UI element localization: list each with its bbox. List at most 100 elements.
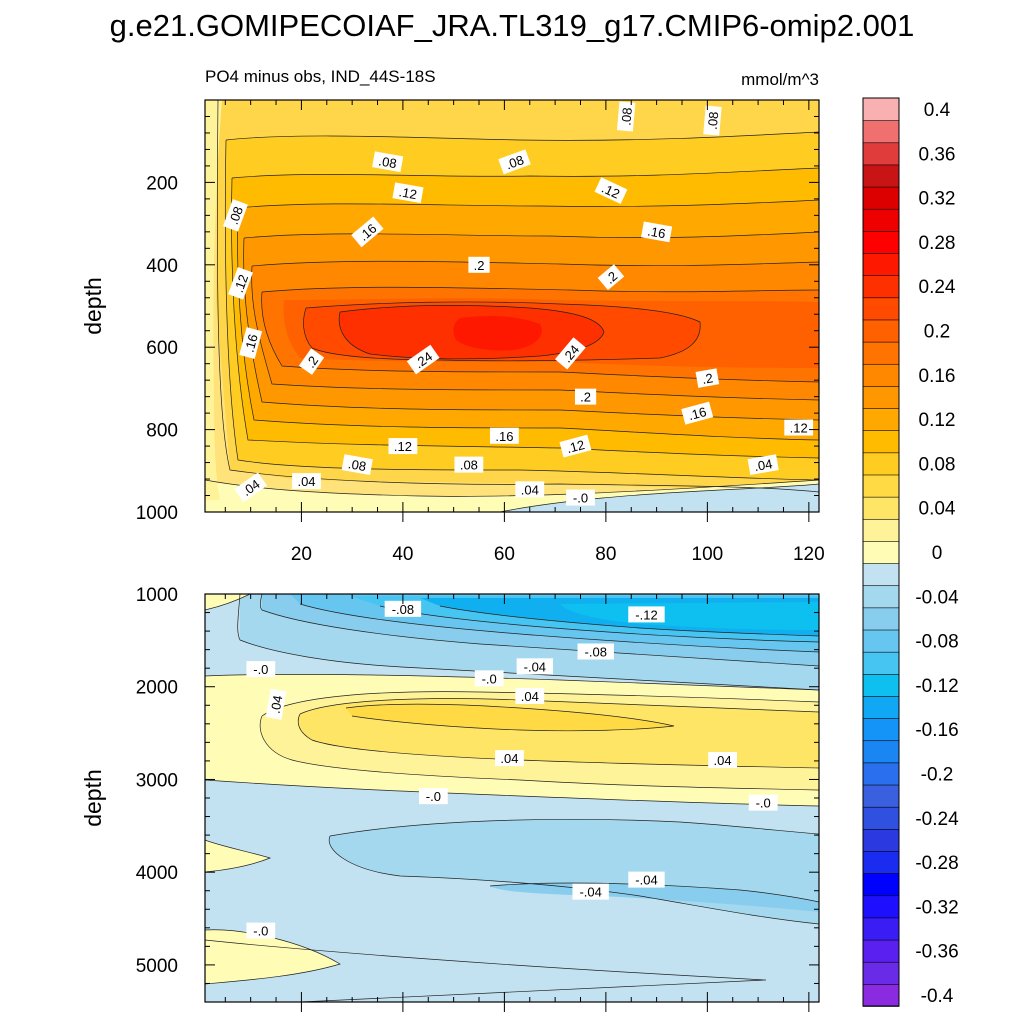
- contour-label-bg: [747, 454, 779, 475]
- units-label: mmol/m^3: [741, 70, 819, 89]
- colorbar-swatch: [862, 894, 900, 919]
- contour-label: .16: [681, 401, 714, 425]
- y-tick-label: 1000: [136, 503, 178, 524]
- colorbar-swatch: [862, 872, 900, 897]
- contour-label: .12: [784, 419, 814, 436]
- contour-label: -.04: [628, 871, 665, 888]
- upper-panel: PO4 minus obs, IND_44S-18S mmol/m^3: [80, 67, 825, 565]
- contour-label: -.0: [418, 788, 448, 805]
- colorbar-swatch: [862, 297, 900, 321]
- contour-label: .08: [616, 101, 636, 132]
- lower-axes: 1000 2000 3000 4000 5000: [136, 585, 819, 1012]
- contour-label-text: .2: [580, 390, 591, 405]
- colorbar-swatch: [862, 584, 900, 609]
- contour-label: .2: [695, 368, 720, 388]
- colorbar-tick-label: -0.2: [921, 764, 954, 785]
- contour-label: .08: [703, 105, 722, 136]
- colorbar-tick-label: -0.28: [915, 853, 958, 874]
- contour-label: .08: [372, 151, 404, 173]
- upper-ylabel: depth: [80, 277, 106, 335]
- upper-plot-frame: [204, 99, 820, 513]
- colorbar-swatch: [862, 141, 900, 166]
- x-tick-label: 40: [392, 544, 413, 565]
- contour-label-text: .2: [701, 370, 714, 387]
- contour-label-text: .12: [231, 272, 251, 294]
- y-tick-label: 3000: [136, 770, 178, 791]
- colorbar-swatch: [862, 607, 900, 631]
- contour-label-bg: [495, 750, 524, 767]
- contour-label-bg: [234, 472, 268, 503]
- contour-label-text: .12: [565, 437, 586, 456]
- band-neg0.12b: [560, 602, 819, 630]
- contour-label-bg: [292, 473, 321, 490]
- colorbar-swatch: [862, 629, 900, 653]
- colorbar-tick-label: 0.24: [919, 277, 956, 298]
- colorbar-swatch: [862, 939, 900, 963]
- contour-label: .08: [223, 199, 248, 232]
- contour-label-bg: [708, 751, 737, 768]
- contour-label-text: .08: [460, 458, 478, 473]
- contour-label-bg: [597, 264, 625, 291]
- contour-label-text: -.0: [426, 789, 441, 804]
- contour-label-bg: [384, 600, 422, 617]
- contour-label-text: .08: [705, 111, 722, 130]
- upper-field: .08.08.08.08.08.12.12.16.16.12.2.2.16.2.…: [205, 100, 819, 512]
- contour-label-text: .04: [297, 474, 315, 489]
- contour-label-bg: [498, 149, 531, 175]
- contour-label-bg: [628, 606, 665, 623]
- contour-label-text: .04: [268, 694, 286, 714]
- contour-label: .08: [341, 454, 373, 475]
- colorbar-swatch: [862, 186, 900, 210]
- contour-label-text: -.04: [635, 873, 657, 888]
- contour-label: -.04: [572, 883, 609, 900]
- colorbar-swatch: [862, 452, 900, 476]
- contour-label: .12: [228, 267, 253, 300]
- contour-label-bg: [239, 327, 263, 360]
- lower-contour-labels: -.08 -.12 -.08 -.04 -.0 -.0 .04 .04 .04 .04 -.0 -.0…: [246, 600, 778, 939]
- contour-label-text: .04: [521, 689, 539, 704]
- y-tick-label: 200: [146, 173, 178, 194]
- contour-label-bg: [298, 348, 325, 375]
- contour-label-bg: [559, 434, 592, 458]
- contour-label-bg: [246, 922, 276, 939]
- contour-label-bg: [566, 489, 595, 506]
- contour-label-bg: [372, 151, 404, 173]
- colorbar-swatch: [862, 651, 900, 675]
- y-tick-label: 600: [146, 338, 178, 359]
- contour-label: .2: [574, 388, 597, 405]
- contour-label: .04: [515, 688, 545, 704]
- contour-label: .12: [559, 434, 592, 458]
- y-tick-label: 2000: [136, 678, 178, 699]
- colorbar-swatch: [862, 341, 900, 365]
- contour-label-text: -.12: [635, 607, 657, 622]
- colorbar-swatch: [862, 230, 900, 254]
- colorbar-swatch: [862, 673, 900, 697]
- colorbar-tick-label: 0: [932, 543, 943, 564]
- contour-label-bg: [474, 670, 504, 687]
- band-0.26: [453, 316, 542, 351]
- contour-label-text: .16: [495, 429, 513, 444]
- contour-label-bg: [594, 177, 628, 204]
- colorbar-swatch: [862, 695, 900, 719]
- contour-label: -.08: [577, 643, 614, 660]
- band-topleft-pos: [205, 594, 250, 610]
- colorbar-swatch: [862, 784, 900, 808]
- colorbar-swatch: [862, 252, 900, 276]
- colorbar-tick-label: 0.04: [919, 499, 956, 520]
- colorbar-frame: [862, 97, 900, 1007]
- upper-axes: 200 400 600 800 1000 20 40 60 80 100 120: [136, 99, 825, 565]
- contour-label-bg: [388, 438, 418, 455]
- colorbar-swatch: [862, 385, 900, 409]
- colorbar: 0.4 0.36 0.32 0.28 0.24 0.2 0.16 0.12 0.08 0.04 0 -…: [862, 97, 959, 1007]
- contour-label-text: .04: [521, 482, 539, 497]
- colorbar-swatch: [862, 274, 900, 299]
- colorbar-swatch: [862, 518, 900, 542]
- colorbar-tick-label: 0.28: [919, 233, 956, 254]
- contour-label: -.0: [246, 922, 276, 939]
- colorbar-tick-label: 0.08: [919, 454, 956, 475]
- contour-label-text: -.0: [573, 491, 588, 506]
- lower-field: -.08 -.12 -.08 -.04 -.0 -.0 .04 .04 .04 .04 -.0 -.0…: [205, 594, 819, 1002]
- contour-label-text: .04: [714, 753, 732, 768]
- colorbar-tick-label: -0.08: [915, 632, 958, 653]
